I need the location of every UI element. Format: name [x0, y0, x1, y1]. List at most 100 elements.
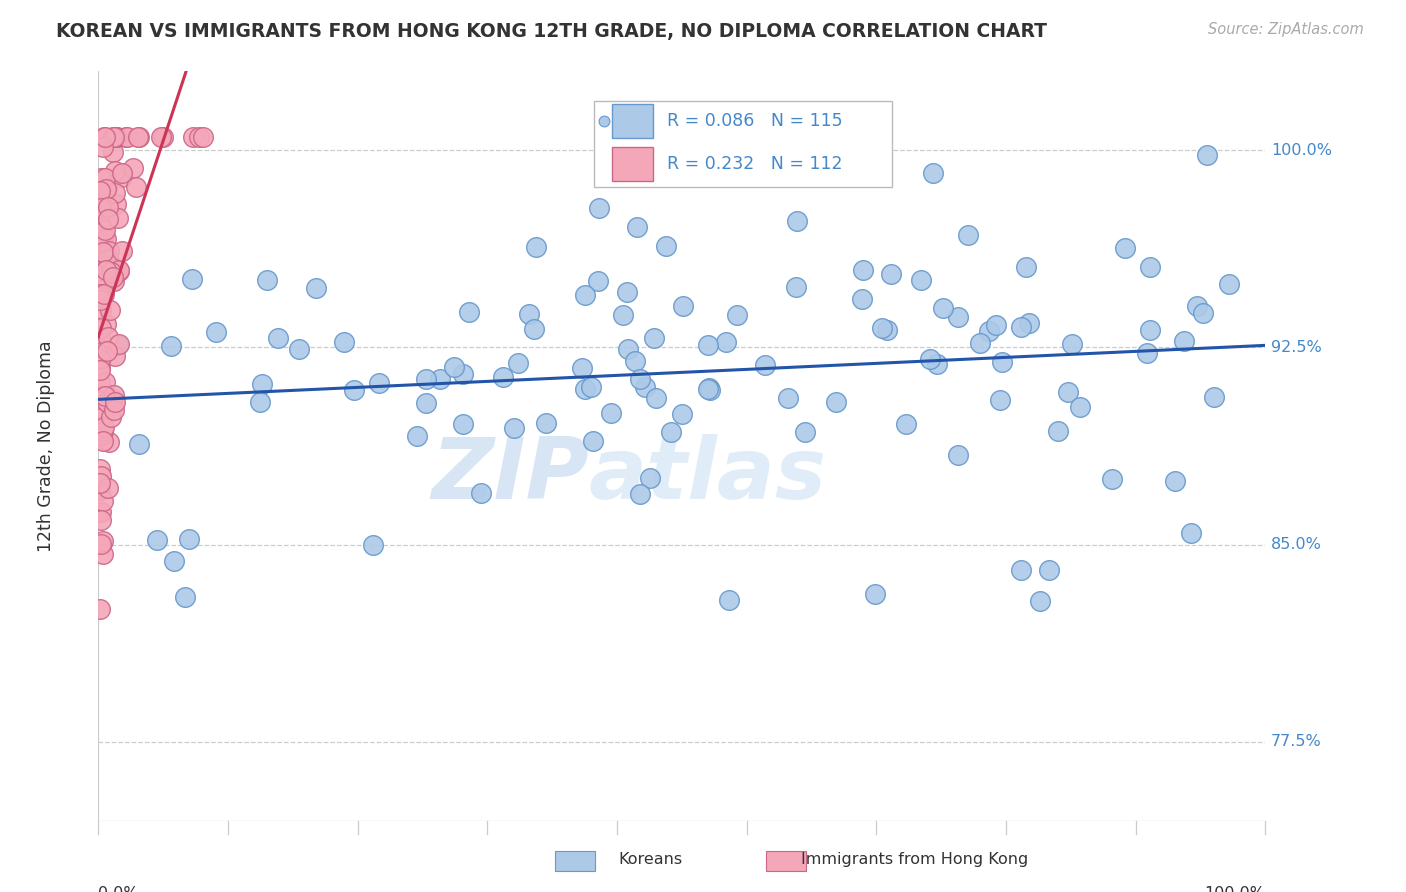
Text: Immigrants from Hong Kong: Immigrants from Hong Kong [801, 852, 1029, 867]
Point [104, 164, 127, 178]
Text: atlas: atlas [589, 434, 827, 517]
Point [1010, 320, 1032, 334]
Point [624, 353, 647, 368]
Point [986, 318, 1008, 332]
Point [523, 322, 546, 336]
Point [876, 323, 898, 337]
Point [1069, 400, 1091, 414]
Point [249, 394, 271, 409]
Point [94, 375, 117, 389]
Point [93, 227, 115, 242]
Point [94, 223, 117, 237]
Point [89, 184, 111, 198]
Point [1173, 334, 1195, 348]
Point [111, 170, 134, 185]
Point [94, 252, 117, 266]
Point [98, 302, 121, 317]
Point [697, 381, 720, 395]
Point [586, 274, 609, 288]
Point [96, 343, 118, 358]
Point [89, 376, 111, 391]
Point [794, 425, 817, 440]
Point [107, 337, 129, 351]
Point [93, 170, 115, 185]
Point [187, 130, 209, 145]
Point [96, 180, 118, 194]
Point [406, 429, 429, 443]
Point [979, 324, 1001, 338]
Point [592, 316, 614, 330]
Point [89, 363, 111, 377]
Point [1139, 323, 1161, 337]
Point [508, 355, 530, 369]
Point [104, 349, 127, 363]
Point [105, 130, 128, 145]
Point [104, 186, 127, 201]
Point [582, 434, 605, 449]
Text: Source: ZipAtlas.com: Source: ZipAtlas.com [1208, 22, 1364, 37]
Point [626, 220, 648, 235]
Point [1062, 336, 1084, 351]
Point [98, 244, 121, 259]
Point [267, 331, 290, 345]
Point [288, 342, 311, 356]
Text: R = 0.232   N = 112: R = 0.232 N = 112 [666, 154, 842, 173]
Point [1038, 563, 1060, 577]
Point [97, 211, 120, 226]
Point [101, 130, 124, 145]
Point [725, 308, 748, 322]
Point [534, 416, 557, 430]
Point [89, 360, 111, 375]
Point [96, 262, 118, 277]
Point [90, 303, 112, 318]
Point [90, 170, 112, 185]
Point [502, 421, 524, 435]
Point [672, 299, 695, 313]
Text: Koreans: Koreans [619, 852, 683, 867]
Point [343, 383, 366, 397]
Point [429, 372, 451, 386]
Point [1191, 306, 1213, 320]
Point [93, 420, 115, 434]
Point [574, 288, 596, 302]
Point [150, 130, 173, 145]
Point [654, 239, 676, 253]
Text: ZIP: ZIP [430, 434, 589, 517]
Point [94, 197, 117, 211]
Point [115, 130, 138, 145]
Point [932, 301, 955, 315]
Point [1010, 563, 1032, 577]
Point [1046, 424, 1069, 438]
Text: 0.0%: 0.0% [98, 887, 139, 892]
Point [470, 486, 492, 500]
Point [108, 337, 131, 351]
Point [785, 279, 807, 293]
Point [600, 407, 623, 421]
Point [363, 538, 385, 552]
Point [105, 130, 128, 145]
Point [89, 537, 111, 551]
Point [181, 272, 204, 286]
Point [93, 547, 115, 561]
Point [90, 350, 112, 364]
Point [659, 425, 682, 439]
Point [128, 437, 150, 451]
Text: 100.0%: 100.0% [1271, 143, 1333, 158]
Point [252, 377, 274, 392]
Point [127, 130, 149, 145]
Point [776, 391, 799, 405]
Point [718, 593, 741, 607]
Point [870, 321, 893, 335]
Point [97, 435, 120, 450]
Point [91, 244, 114, 259]
Point [104, 394, 127, 409]
Point [93, 287, 115, 301]
Point [107, 263, 129, 277]
Point [89, 181, 111, 195]
Point [969, 336, 991, 351]
Point [991, 355, 1014, 369]
Point [415, 372, 437, 386]
Point [93, 140, 115, 154]
Point [91, 411, 114, 425]
Point [89, 219, 111, 234]
